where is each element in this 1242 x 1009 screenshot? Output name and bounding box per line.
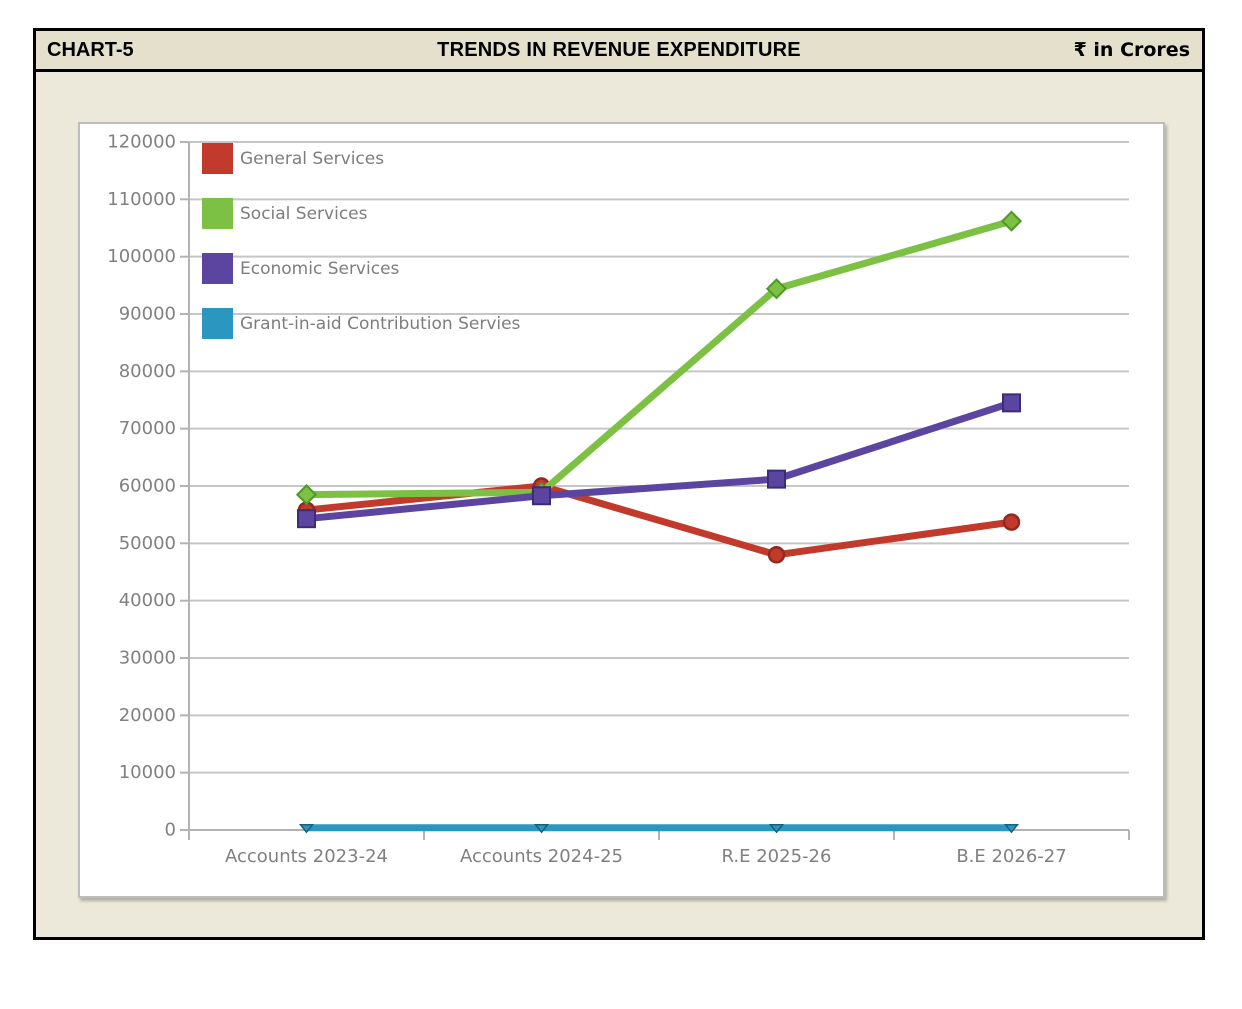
- marker-square: [767, 469, 786, 489]
- x-tick-label: B.E 2026-27: [956, 846, 1066, 867]
- legend-label-general-services: General Services: [240, 149, 384, 169]
- x-tick-label: Accounts 2024-25: [460, 846, 623, 867]
- y-tick-label: 40000: [119, 590, 176, 611]
- series-line: [303, 482, 1015, 559]
- unit-label: ₹ in Crores: [1073, 39, 1190, 61]
- legend-swatch-grant-in-aid-contribution-servies: [202, 308, 233, 339]
- y-tick-label: 60000: [119, 476, 176, 497]
- chart-frame: CHART-5 TRENDS IN REVENUE EXPENDITURE ₹ …: [33, 28, 1205, 940]
- x-axis-ticks: Accounts 2023-24 Accounts 2024-25 R.E 2025…: [188, 830, 1130, 867]
- header-bar: CHART-5 TRENDS IN REVENUE EXPENDITURE ₹ …: [36, 31, 1202, 72]
- marker-triangle-down: [298, 823, 315, 834]
- y-tick-label: 10000: [119, 762, 176, 783]
- marker-square: [297, 509, 316, 529]
- y-tick-label: 50000: [119, 533, 176, 554]
- marker-square: [532, 486, 551, 506]
- y-tick-label: 80000: [119, 361, 176, 382]
- marker-diamond: [1000, 210, 1023, 232]
- x-tick-label: Accounts 2023-24: [225, 846, 388, 867]
- x-tick-label: R.E 2025-26: [722, 846, 832, 867]
- y-tick-label: 110000: [107, 189, 176, 210]
- line-chart: 0 10000 20000 30000 40000 50000 60000 70000 8000…: [107, 132, 1130, 867]
- legend-swatch-social-services: [202, 198, 233, 229]
- marker-diamond: [295, 483, 318, 506]
- legend: General Services Social Services Economic …: [202, 143, 521, 339]
- legend-label-grant-in-aid-contribution-servies: Grant-in-aid Contribution Servies: [240, 314, 521, 334]
- marker-diamond: [765, 278, 788, 300]
- series-line: [303, 217, 1015, 499]
- y-tick-label: 0: [165, 820, 176, 841]
- y-tick-label: 120000: [107, 132, 176, 153]
- y-tick-label: 90000: [119, 304, 176, 325]
- plot-container: 0 10000 20000 30000 40000 50000 60000 70000 8000…: [78, 122, 1165, 898]
- marker-triangle-down: [533, 823, 550, 834]
- y-tick-label: 70000: [119, 418, 176, 439]
- legend-label-economic-services: Economic Services: [240, 259, 400, 279]
- gridlines: [189, 141, 1129, 774]
- series-line: [303, 399, 1015, 523]
- y-axis-ticks: 0 10000 20000 30000 40000 50000 60000 70000 8000…: [107, 132, 189, 841]
- legend-label-social-services: Social Services: [240, 204, 368, 224]
- legend-swatch-general-services: [202, 143, 233, 174]
- chart-number-label: CHART-5: [47, 38, 134, 61]
- marker-circle: [767, 546, 786, 564]
- marker-triangle-down: [768, 823, 785, 834]
- y-tick-label: 20000: [119, 705, 176, 726]
- y-tick-label: 30000: [119, 648, 176, 669]
- marker-square: [1002, 393, 1021, 413]
- marker-triangle-down: [1003, 823, 1020, 834]
- y-tick-label: 100000: [107, 246, 176, 267]
- chart-title: TRENDS IN REVENUE EXPENDITURE: [437, 38, 801, 61]
- series-economic-services: [297, 393, 1021, 529]
- series-grant-in-aid-contribution-servies: [298, 823, 1020, 834]
- marker-circle: [1002, 513, 1021, 531]
- legend-swatch-economic-services: [202, 253, 233, 284]
